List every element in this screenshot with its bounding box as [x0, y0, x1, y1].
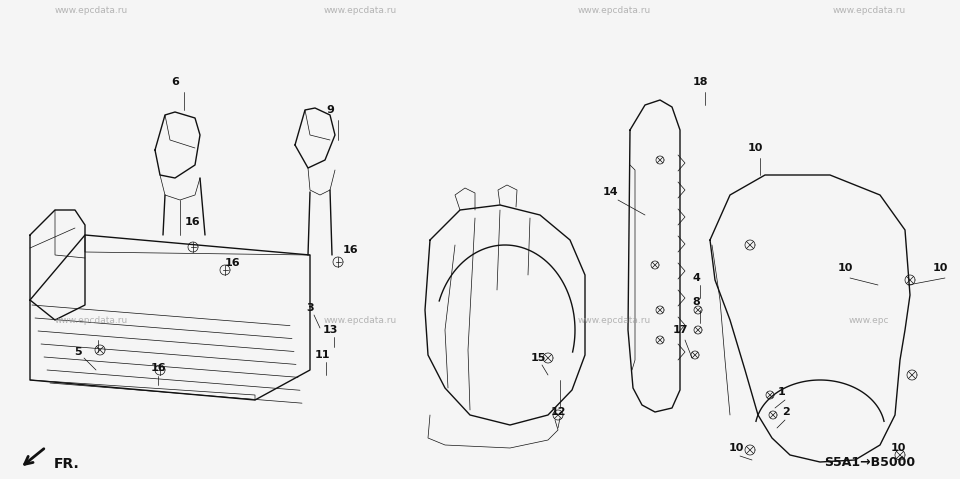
Text: 5: 5 [74, 347, 82, 357]
Text: 10: 10 [890, 443, 905, 453]
Text: 11: 11 [314, 350, 329, 360]
Text: www.epcdata.ru: www.epcdata.ru [832, 6, 905, 15]
Text: www.epcdata.ru: www.epcdata.ru [578, 316, 651, 325]
Text: 16: 16 [150, 363, 166, 373]
Text: 16: 16 [342, 245, 358, 255]
Text: 12: 12 [550, 407, 565, 417]
Text: www.epcdata.ru: www.epcdata.ru [578, 6, 651, 15]
Text: S5A1→B5000: S5A1→B5000 [825, 456, 916, 468]
Text: 17: 17 [672, 325, 687, 335]
Text: www.epc: www.epc [849, 316, 889, 325]
Text: 13: 13 [323, 325, 338, 335]
Text: 2: 2 [782, 407, 790, 417]
Text: 16: 16 [185, 217, 201, 227]
Text: www.epcdata.ru: www.epcdata.ru [324, 316, 396, 325]
Text: 10: 10 [729, 443, 744, 453]
Text: FR.: FR. [54, 457, 80, 471]
Text: 1: 1 [779, 387, 786, 397]
Text: 3: 3 [306, 303, 314, 313]
Text: www.epcdata.ru: www.epcdata.ru [55, 316, 128, 325]
Text: 9: 9 [326, 105, 334, 115]
Text: 16: 16 [225, 258, 240, 268]
Text: 10: 10 [747, 143, 762, 153]
Text: 6: 6 [171, 77, 179, 87]
Text: 15: 15 [530, 353, 545, 363]
Text: 10: 10 [837, 263, 852, 273]
Text: www.epcdata.ru: www.epcdata.ru [55, 6, 128, 15]
Text: 18: 18 [692, 77, 708, 87]
Text: www.epcdata.ru: www.epcdata.ru [324, 6, 396, 15]
Text: 10: 10 [932, 263, 948, 273]
Text: 4: 4 [692, 273, 700, 283]
Text: 8: 8 [692, 297, 700, 307]
Text: 14: 14 [602, 187, 618, 197]
